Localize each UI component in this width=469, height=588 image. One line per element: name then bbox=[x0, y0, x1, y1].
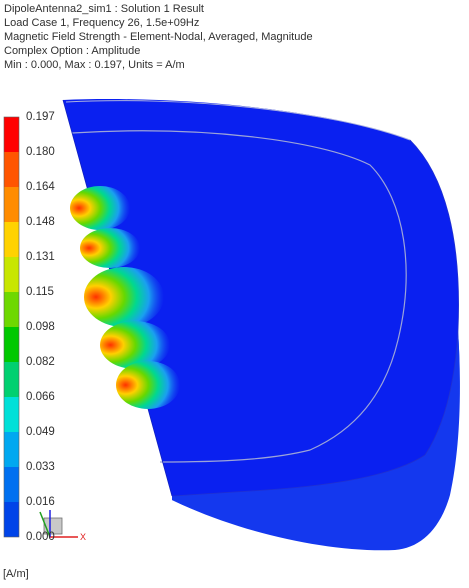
outer-arc-edge bbox=[171, 139, 459, 497]
header-line-loadcase: Load Case 1, Frequency 26, 1.5e+09Hz bbox=[4, 17, 200, 29]
legend-tick-label: 0.148 bbox=[26, 216, 55, 228]
result-header: DipoleAntenna2_sim1 : Solution 1 Result … bbox=[4, 2, 313, 72]
legend-tick-label: 0.066 bbox=[26, 391, 55, 403]
legend-tick-label: 0.049 bbox=[26, 426, 55, 438]
legend-swatch bbox=[4, 397, 19, 432]
header-line-complex: Complex Option : Amplitude bbox=[4, 45, 141, 57]
legend-tick-label: 0.131 bbox=[26, 251, 55, 263]
triad-x-label: X bbox=[80, 532, 86, 542]
legend-swatch bbox=[4, 257, 19, 292]
legend-swatch bbox=[4, 292, 19, 327]
legend-swatch bbox=[4, 152, 19, 187]
legend-swatch bbox=[4, 432, 19, 467]
field-hotspots bbox=[70, 186, 180, 409]
hotspot-3 bbox=[84, 267, 164, 327]
legend-tick-label: 0.098 bbox=[26, 321, 55, 333]
legend-swatch bbox=[4, 222, 19, 257]
triad-cube-icon bbox=[43, 517, 63, 535]
triad-y-axis bbox=[39, 511, 51, 538]
legend-tick-label: 0.082 bbox=[26, 356, 55, 368]
legend-swatch bbox=[4, 502, 19, 537]
outer-boundary-edge bbox=[65, 100, 411, 141]
legend-units: [A/m] bbox=[3, 568, 29, 580]
hotspot-2 bbox=[80, 228, 140, 268]
legend-swatch bbox=[4, 117, 19, 152]
coordinate-triad: X bbox=[39, 510, 86, 542]
hotspot-4 bbox=[100, 321, 170, 369]
legend-tick-label: 0.164 bbox=[26, 181, 55, 193]
legend-swatch bbox=[4, 467, 19, 502]
legend-tick-label: 0.115 bbox=[26, 286, 54, 298]
hotspot-1 bbox=[70, 186, 130, 230]
legend-swatch bbox=[4, 362, 19, 397]
legend-color-bar bbox=[3, 116, 20, 538]
legend-swatch bbox=[4, 187, 19, 222]
legend-tick-label: 0.033 bbox=[26, 461, 55, 473]
legend-tick-label: 0.000 bbox=[26, 531, 55, 543]
legend-swatch bbox=[4, 327, 19, 362]
header-line-minmax: Min : 0.000, Max : 0.197, Units = A/m bbox=[4, 59, 185, 71]
legend-tick-label: 0.180 bbox=[26, 146, 55, 158]
legend-tick-label: 0.016 bbox=[26, 496, 55, 508]
inner-boundary-arc bbox=[71, 130, 407, 463]
legend-tick-label: 0.197 bbox=[26, 111, 55, 123]
legend-frame bbox=[3, 116, 20, 538]
header-line-field: Magnetic Field Strength - Element-Nodal,… bbox=[4, 31, 313, 43]
model-side-bottom bbox=[172, 330, 460, 551]
model-view[interactable] bbox=[62, 99, 460, 551]
header-line-model: DipoleAntenna2_sim1 : Solution 1 Result bbox=[4, 3, 204, 15]
hotspot-5 bbox=[116, 361, 180, 409]
